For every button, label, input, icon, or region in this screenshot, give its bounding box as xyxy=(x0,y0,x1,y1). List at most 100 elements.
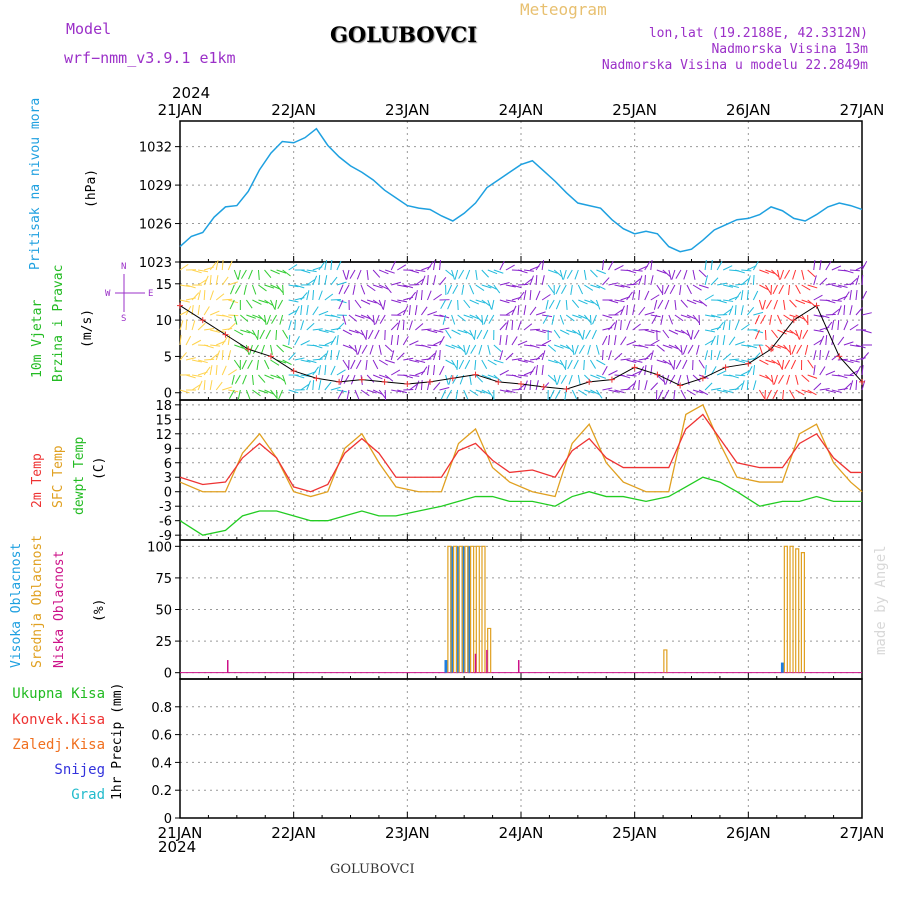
wind-arrow xyxy=(221,259,224,271)
wind-arrow xyxy=(375,314,380,325)
wind-arrow xyxy=(270,359,280,366)
wind-arrow xyxy=(752,274,755,286)
wind-arrow xyxy=(210,329,221,333)
wind-arrow xyxy=(222,386,232,391)
wind-arrow xyxy=(722,353,732,361)
t2m-line xyxy=(179,413,862,493)
wind-arrow xyxy=(203,344,214,349)
wind-arrow xyxy=(433,340,443,346)
wind-arrow xyxy=(237,389,241,400)
wind-arrow xyxy=(179,352,187,361)
wind-arrow xyxy=(638,275,643,286)
wind-arrow xyxy=(578,314,588,320)
wind-speed-point xyxy=(313,375,320,382)
wind-arrow xyxy=(849,359,860,363)
wind-arrow xyxy=(626,374,637,377)
wind-arrow xyxy=(608,322,616,331)
wind-arrow xyxy=(511,305,517,316)
wind-arrow xyxy=(312,358,323,361)
wind-arrow xyxy=(312,344,323,349)
wind-arrow xyxy=(664,299,670,310)
wind-arrow xyxy=(771,359,781,366)
wind-arrow xyxy=(650,260,653,271)
x-tick-label: 23JAN xyxy=(385,101,430,119)
wind-arrow xyxy=(759,269,769,274)
wind-speed-point xyxy=(563,386,570,393)
wind-arrow xyxy=(855,307,863,316)
wind-arrow xyxy=(179,299,190,303)
wind-arrow xyxy=(240,329,251,334)
wind-arrow xyxy=(687,344,694,354)
wind-arrow xyxy=(355,359,362,370)
wind-arrow xyxy=(746,275,751,286)
wind-arrow xyxy=(548,299,555,309)
wind-arrow xyxy=(669,374,676,384)
wind-arrow xyxy=(746,366,753,376)
wind-arrow xyxy=(819,366,826,376)
wind-arrow xyxy=(523,380,528,391)
wind-arrow xyxy=(535,274,538,286)
mid-cloud-bar xyxy=(464,545,469,673)
wind-arrow xyxy=(620,284,631,289)
wind-arrow xyxy=(378,284,389,290)
wind-arrow xyxy=(565,314,575,322)
wind-arrow xyxy=(674,329,685,334)
wind-arrow xyxy=(735,359,746,364)
wind-arrow xyxy=(384,374,394,382)
wind-arrow xyxy=(792,269,797,280)
wind-arrow xyxy=(590,284,601,289)
wind-arrow xyxy=(396,335,400,346)
wind-arrow xyxy=(505,284,516,288)
mid-cloud-bar xyxy=(481,545,486,673)
wind-arrow xyxy=(366,389,377,394)
compass-n: N xyxy=(121,262,127,272)
x-tick-label: 22JAN xyxy=(271,824,316,842)
wind-arrow xyxy=(330,259,333,271)
wind-arrow xyxy=(734,382,744,391)
wind-arrow xyxy=(342,359,349,369)
wind-arrow xyxy=(753,311,764,316)
wind-arrow xyxy=(523,290,527,301)
wind-arrow xyxy=(356,269,362,280)
wind-arrow xyxy=(746,290,749,301)
wind-arrow xyxy=(421,328,432,331)
wind-arrow xyxy=(185,357,196,361)
wind-arrow xyxy=(324,275,328,286)
wind-arrow xyxy=(740,290,744,301)
wind-arrow xyxy=(773,374,778,385)
wind-arrow xyxy=(769,314,772,325)
wind-arrow xyxy=(451,359,458,369)
wind-arrow xyxy=(233,314,238,325)
wind-arrow xyxy=(463,314,474,319)
wind-arrow xyxy=(179,389,190,394)
compass-s: S xyxy=(121,314,127,324)
wind-arrow xyxy=(433,350,437,361)
wind-arrow xyxy=(420,289,423,301)
wind-arrow xyxy=(692,299,703,304)
wind-arrow xyxy=(770,374,774,385)
wind-arrow xyxy=(346,389,350,400)
wind-arrow xyxy=(191,292,200,301)
wind-arrow xyxy=(282,284,284,296)
wind-arrow xyxy=(379,314,386,324)
wind-arrow xyxy=(288,309,298,316)
wind-arrow xyxy=(469,329,475,340)
wind-arrow xyxy=(478,344,483,355)
wind-arrow xyxy=(350,359,356,370)
wind-arrow xyxy=(487,299,492,310)
wind-arrow xyxy=(457,344,466,353)
wind-arrow xyxy=(729,374,739,379)
wind-arrow xyxy=(536,344,547,347)
wind-arrow xyxy=(463,299,471,309)
wind-arrow xyxy=(752,261,759,271)
wind-arrow xyxy=(385,269,395,274)
wind-arrow xyxy=(433,314,444,317)
wind-arrow xyxy=(692,374,701,383)
wind-arrow xyxy=(306,269,317,273)
wind-arrow xyxy=(475,374,484,383)
wind-arrow xyxy=(644,261,651,271)
wind-speed-point xyxy=(495,378,502,385)
wind-arrow xyxy=(772,284,778,295)
wind-arrow xyxy=(414,380,420,391)
wind-arrow xyxy=(339,374,344,385)
